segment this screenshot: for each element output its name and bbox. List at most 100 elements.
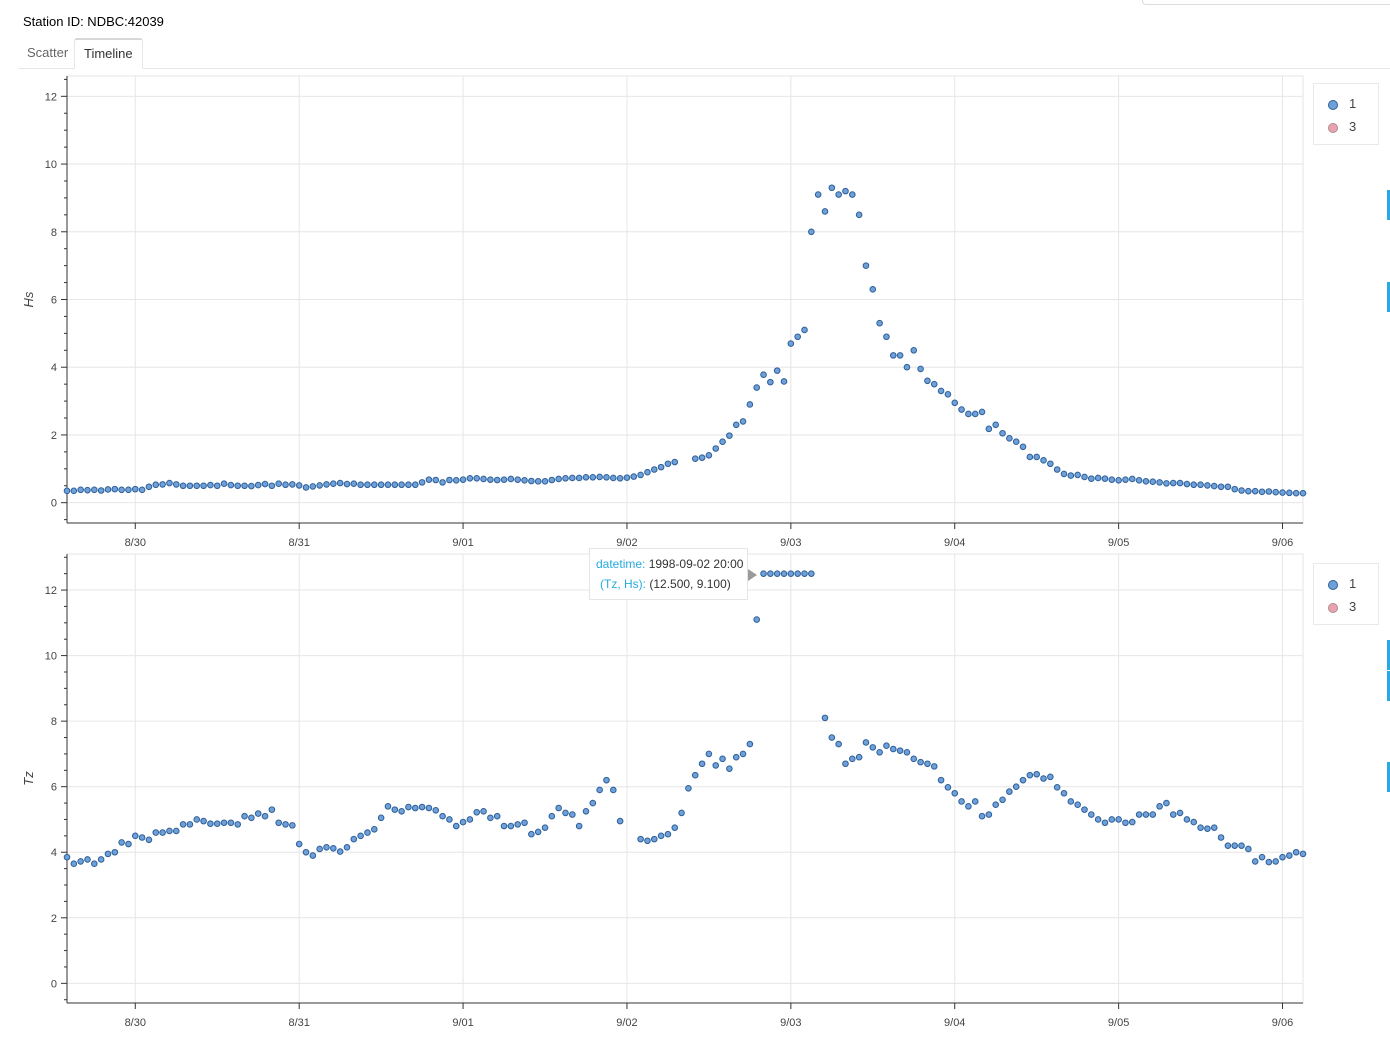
data-point[interactable] [248, 814, 255, 822]
data-point[interactable] [691, 771, 699, 779]
data-point[interactable] [753, 616, 761, 623]
data-point[interactable] [1190, 818, 1198, 826]
data-point[interactable] [1122, 819, 1129, 827]
data-point[interactable] [357, 481, 364, 489]
data-point[interactable] [609, 474, 617, 482]
data-point[interactable] [828, 734, 836, 741]
data-point[interactable] [596, 786, 603, 794]
data-point[interactable] [548, 476, 556, 484]
data-point[interactable] [787, 570, 795, 577]
data-point[interactable] [1231, 842, 1239, 849]
data-point[interactable] [1006, 788, 1013, 795]
data-point[interactable] [691, 455, 699, 462]
data-point[interactable] [528, 477, 535, 485]
data-point[interactable] [1033, 453, 1040, 461]
data-point[interactable] [63, 487, 71, 495]
data-point[interactable] [425, 804, 433, 812]
data-point[interactable] [842, 187, 849, 195]
data-point[interactable] [111, 485, 119, 493]
data-point[interactable] [971, 798, 979, 805]
data-point[interactable] [1183, 816, 1191, 823]
data-point[interactable] [808, 228, 815, 236]
data-point[interactable] [213, 482, 221, 490]
data-point[interactable] [548, 812, 556, 820]
data-point[interactable] [712, 445, 720, 452]
data-point[interactable] [1197, 481, 1204, 489]
data-point[interactable] [712, 762, 720, 769]
data-point[interactable] [650, 466, 658, 473]
data-point[interactable] [275, 480, 282, 488]
data-point[interactable] [507, 822, 515, 830]
data-point[interactable] [1074, 801, 1081, 809]
data-point[interactable] [760, 570, 767, 577]
data-point[interactable] [343, 844, 351, 851]
data-point[interactable] [541, 824, 549, 831]
data-point[interactable] [930, 380, 938, 388]
data-point[interactable] [125, 486, 132, 494]
data-point[interactable] [336, 848, 344, 855]
data-point[interactable] [425, 476, 433, 483]
data-point[interactable] [917, 758, 924, 766]
data-point[interactable] [131, 485, 139, 493]
data-point[interactable] [855, 211, 863, 219]
data-point[interactable] [200, 482, 207, 490]
data-point[interactable] [562, 475, 569, 482]
data-point[interactable] [1272, 858, 1279, 865]
data-point[interactable] [1040, 457, 1047, 464]
data-point[interactable] [937, 776, 945, 784]
data-point[interactable] [958, 798, 965, 805]
data-point[interactable] [978, 408, 986, 416]
data-point[interactable] [534, 828, 542, 836]
data-point[interactable] [514, 821, 521, 828]
data-point[interactable] [330, 845, 337, 852]
data-point[interactable] [1142, 478, 1150, 485]
data-point[interactable] [391, 806, 399, 813]
data-point[interactable] [1081, 806, 1088, 813]
data-point[interactable] [234, 482, 242, 490]
data-point[interactable] [1238, 842, 1245, 849]
data-point[interactable] [958, 406, 965, 413]
data-point[interactable] [480, 475, 487, 483]
data-point[interactable] [589, 473, 597, 481]
data-point[interactable] [575, 822, 583, 830]
data-point[interactable] [70, 487, 78, 495]
data-point[interactable] [650, 835, 658, 843]
data-point[interactable] [978, 812, 986, 820]
data-point[interactable] [1265, 858, 1273, 866]
data-point[interactable] [1224, 483, 1232, 491]
data-point[interactable] [835, 191, 842, 198]
data-point[interactable] [309, 852, 317, 859]
data-point[interactable] [1067, 798, 1075, 805]
data-point[interactable] [1238, 487, 1245, 494]
data-point[interactable] [787, 340, 795, 347]
data-point[interactable] [821, 714, 829, 722]
data-point[interactable] [801, 326, 808, 334]
data-point[interactable] [780, 378, 788, 385]
data-point[interactable] [569, 474, 576, 482]
data-point[interactable] [1299, 489, 1307, 497]
data-point[interactable] [992, 801, 1000, 809]
data-point[interactable] [241, 482, 248, 490]
data-point[interactable] [439, 479, 446, 486]
data-point[interactable] [500, 476, 508, 483]
toolbar-edge-marker[interactable] [1387, 282, 1390, 312]
data-point[interactable] [166, 479, 173, 487]
data-point[interactable] [596, 473, 603, 481]
data-point[interactable] [1006, 435, 1013, 442]
data-point[interactable] [1279, 853, 1286, 861]
data-point[interactable] [883, 742, 890, 750]
data-point[interactable] [849, 191, 856, 198]
data-point[interactable] [1163, 799, 1170, 807]
data-point[interactable] [97, 487, 105, 494]
data-point[interactable] [97, 856, 105, 863]
data-point[interactable] [521, 819, 528, 827]
data-point[interactable] [1040, 775, 1047, 782]
data-point[interactable] [405, 803, 412, 811]
data-point[interactable] [384, 481, 392, 489]
data-point[interactable] [1169, 811, 1177, 818]
data-point[interactable] [439, 812, 446, 820]
data-point[interactable] [159, 829, 166, 836]
data-point[interactable] [295, 482, 303, 489]
data-point[interactable] [302, 848, 310, 856]
data-point[interactable] [1033, 770, 1040, 778]
